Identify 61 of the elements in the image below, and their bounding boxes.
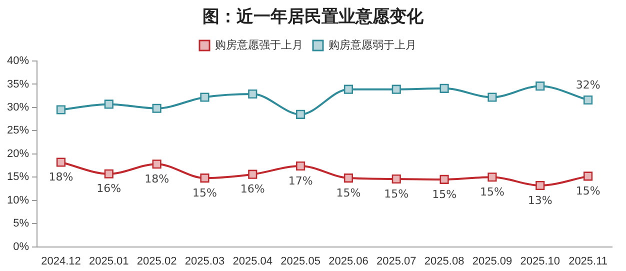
point [440,84,449,93]
point [152,160,162,169]
y-tick-label: 5% [13,218,30,230]
data-label: 32% [576,78,600,92]
y-tick-label: 30% [6,101,30,114]
legend-label: 购房意愿强于上月 [215,38,303,52]
point [248,170,258,179]
data-label: 15% [480,185,504,198]
data-label: 18% [48,170,74,184]
data-label: 18% [144,172,170,186]
x-tick-label: 2025.10 [520,255,560,268]
data-label: 15% [432,188,457,201]
point [536,82,545,91]
point [104,169,114,178]
data-label: 15% [576,184,600,198]
x-tick-label: 2025.06 [328,255,368,268]
x-tick-label: 2025.01 [89,255,129,268]
point [584,172,593,181]
data-label: 15% [336,186,361,200]
point [536,180,545,190]
y-tick-label: 20% [6,148,30,160]
data-label: 17% [288,174,313,188]
x-tick-label: 2025.07 [376,255,416,268]
y-tick-label: 40% [6,55,30,68]
point [56,105,66,114]
point [488,172,497,182]
y-tick-label: 0% [13,240,30,253]
chart-title: 图：近一年居民置业意愿变化 [202,6,424,29]
data-label: 16% [240,182,265,196]
data-label: 13% [528,194,552,207]
legend-label: 购房意愿弱于上月 [328,38,416,52]
point [248,89,258,99]
point [392,84,401,94]
point [392,174,401,184]
point [200,92,210,102]
x-tick-label: 2025.09 [472,255,512,268]
point [152,104,162,113]
point [488,92,497,102]
data-label: 15% [192,186,217,200]
point [296,110,306,119]
point [104,100,114,109]
x-tick-label: 2025.08 [424,255,464,268]
point [56,158,66,167]
x-tick-label: 2025.05 [280,255,320,268]
point [344,84,354,94]
x-tick-label: 2024.12 [41,255,81,268]
y-tick-label: 25% [6,124,30,137]
x-tick-label: 2025.03 [184,255,225,268]
x-tick-label: 2025.11 [568,255,608,268]
point [584,95,593,105]
data-label: 15% [384,187,409,200]
point [200,174,210,183]
point [440,174,449,184]
data-label: 16% [96,182,122,196]
x-tick-label: 2025.02 [136,255,177,268]
point [296,161,306,171]
y-tick-label: 10% [6,194,30,206]
y-tick-label: 15% [6,171,30,184]
point [344,174,354,183]
x-tick-label: 2025.04 [232,255,273,268]
y-tick-label: 35% [6,78,30,90]
